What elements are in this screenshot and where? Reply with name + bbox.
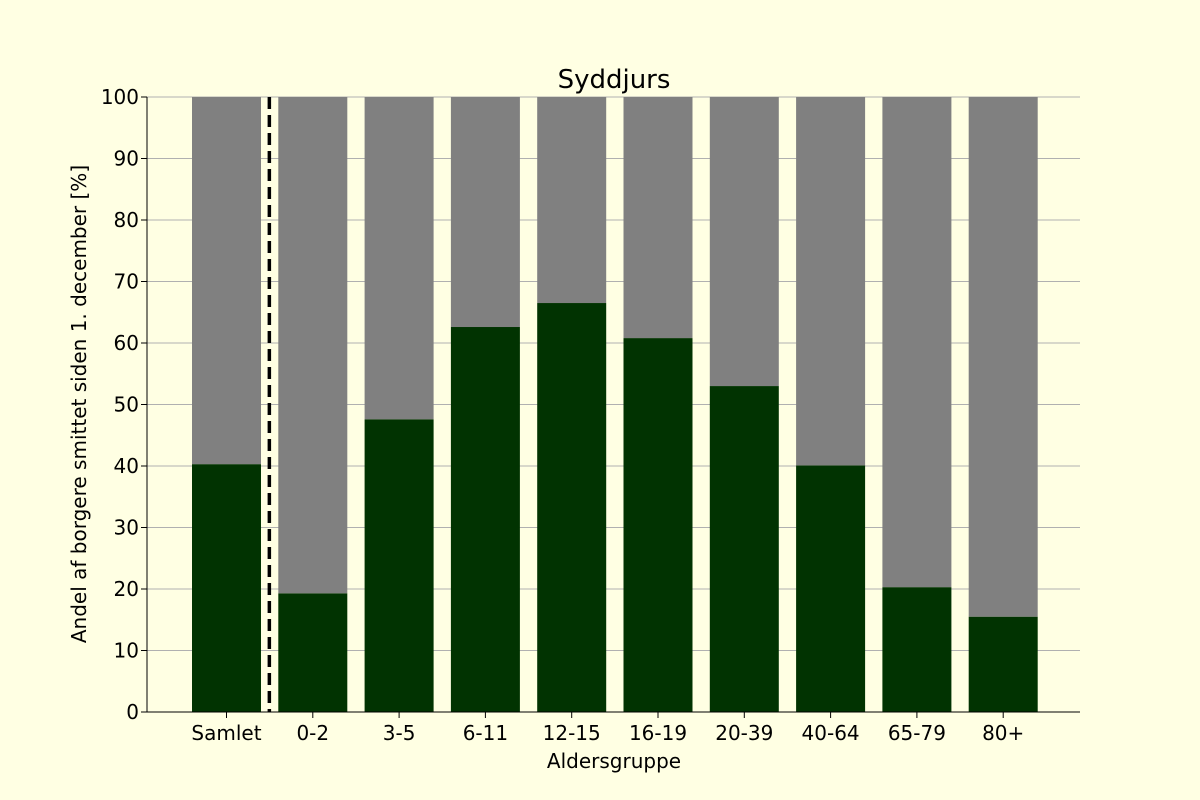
y-axis-label: Andel af borgere smittet siden 1. decemb… xyxy=(67,165,91,643)
x-tick-label: 40-64 xyxy=(802,721,860,745)
x-tick-label: Samlet xyxy=(191,721,261,745)
y-tick-label: 90 xyxy=(114,147,139,171)
bar-infected xyxy=(796,465,866,712)
bar-remainder xyxy=(709,97,779,387)
x-axis-label: Aldersgruppe xyxy=(547,749,681,773)
x-tick-label: 20-39 xyxy=(715,721,773,745)
x-tick-label: 65-79 xyxy=(888,721,946,745)
bar-infected xyxy=(882,587,952,712)
x-tick-label: 0-2 xyxy=(296,721,329,745)
x-tick-label: 16-19 xyxy=(629,721,687,745)
bar-remainder xyxy=(796,97,866,466)
x-tick-label: 12-15 xyxy=(543,721,601,745)
y-tick-label: 80 xyxy=(114,208,139,232)
bar-remainder xyxy=(450,97,520,328)
bar-remainder xyxy=(623,97,693,339)
bar-remainder xyxy=(278,97,348,594)
y-tick-label: 50 xyxy=(114,393,139,417)
y-tick-label: 40 xyxy=(114,454,139,478)
bar-infected xyxy=(623,338,693,712)
axis-layer: 0 10 20 30 40 50 60 70 80 90 100 Samlet 0-2 3-5 6-11 12… xyxy=(101,85,1080,745)
bar-infected xyxy=(364,419,434,712)
y-tick-label: 10 xyxy=(114,639,139,663)
y-tick-label: 70 xyxy=(114,270,139,294)
x-tick-label: 6-11 xyxy=(463,721,508,745)
bar-infected xyxy=(450,327,520,712)
y-tick-label: 30 xyxy=(114,516,139,540)
y-tick-label: 0 xyxy=(126,700,139,724)
bar-infected xyxy=(278,593,348,712)
bar-infected xyxy=(709,386,779,712)
bar-infected xyxy=(537,303,607,712)
bar-remainder xyxy=(882,97,952,588)
bar-remainder xyxy=(537,97,607,304)
bar-remainder xyxy=(968,97,1038,617)
bar-remainder xyxy=(192,97,261,465)
bar-layer xyxy=(192,97,1038,712)
bar-remainder xyxy=(364,97,434,420)
chart-title: Syddjurs xyxy=(558,65,671,95)
bar-infected xyxy=(968,616,1038,712)
y-tick-label: 20 xyxy=(114,577,139,601)
x-tick-label: 80+ xyxy=(982,721,1024,745)
y-tick-label: 60 xyxy=(114,331,139,355)
y-tick-label: 100 xyxy=(101,85,139,109)
x-tick-label: 3-5 xyxy=(383,721,416,745)
bar-infected xyxy=(192,464,261,712)
